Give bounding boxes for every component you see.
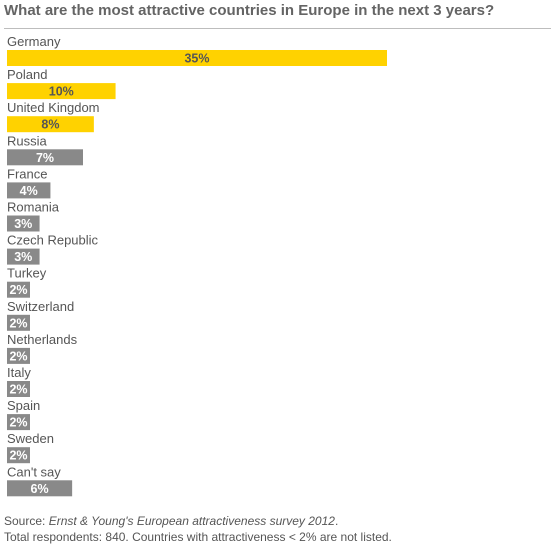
category-label: Turkey: [7, 266, 47, 281]
value-label: 2%: [9, 416, 27, 430]
bar: [7, 248, 40, 265]
value-label: 2%: [9, 349, 27, 363]
bar: [7, 215, 40, 232]
category-label: Italy: [7, 365, 31, 380]
bar: [7, 347, 30, 364]
category-label: United Kingdom: [7, 100, 100, 115]
value-label: 35%: [184, 52, 209, 66]
bar: [7, 281, 30, 298]
source-note: Source: Ernst & Young's European attract…: [4, 513, 392, 545]
value-label: 2%: [9, 383, 27, 397]
category-label: Russia: [7, 133, 48, 148]
value-label: 3%: [14, 250, 32, 264]
value-label: 3%: [14, 217, 32, 231]
source-suffix: .: [334, 514, 339, 528]
source-prefix: Source:: [4, 514, 49, 528]
category-label: Germany: [7, 34, 61, 49]
value-label: 2%: [9, 316, 27, 330]
category-label: Netherlands: [7, 332, 78, 347]
bar: [7, 149, 83, 166]
bar: [7, 50, 387, 66]
category-label: France: [7, 166, 47, 181]
chart-title: What are the most attractive countries i…: [4, 2, 495, 19]
category-label: Romania: [7, 200, 60, 215]
bar: [7, 414, 30, 431]
bar: [7, 83, 116, 100]
category-label: Switzerland: [7, 299, 74, 314]
bar: [7, 447, 30, 464]
value-label: 6%: [31, 482, 49, 496]
value-label: 2%: [9, 283, 27, 297]
value-label: 2%: [9, 449, 27, 463]
value-label: 4%: [20, 184, 38, 198]
value-label: 8%: [41, 118, 59, 132]
bar: [7, 480, 73, 497]
category-label: Czech Republic: [7, 233, 99, 248]
value-label: 7%: [36, 151, 54, 165]
title-divider: [4, 28, 551, 29]
bar: [7, 381, 30, 397]
value-label: 10%: [49, 85, 74, 99]
category-label: Can't say: [7, 464, 61, 479]
bar: [7, 182, 51, 199]
category-label: Poland: [7, 67, 47, 82]
category-label: Spain: [7, 398, 40, 413]
bar: [7, 314, 30, 331]
bar: [7, 116, 94, 133]
source-line: Source: Ernst & Young's European attract…: [4, 513, 392, 529]
source-title: Ernst & Young's European attractiveness …: [48, 514, 335, 528]
category-label: Sweden: [7, 431, 54, 446]
respondents-note: Total respondents: 840. Countries with a…: [4, 530, 392, 544]
